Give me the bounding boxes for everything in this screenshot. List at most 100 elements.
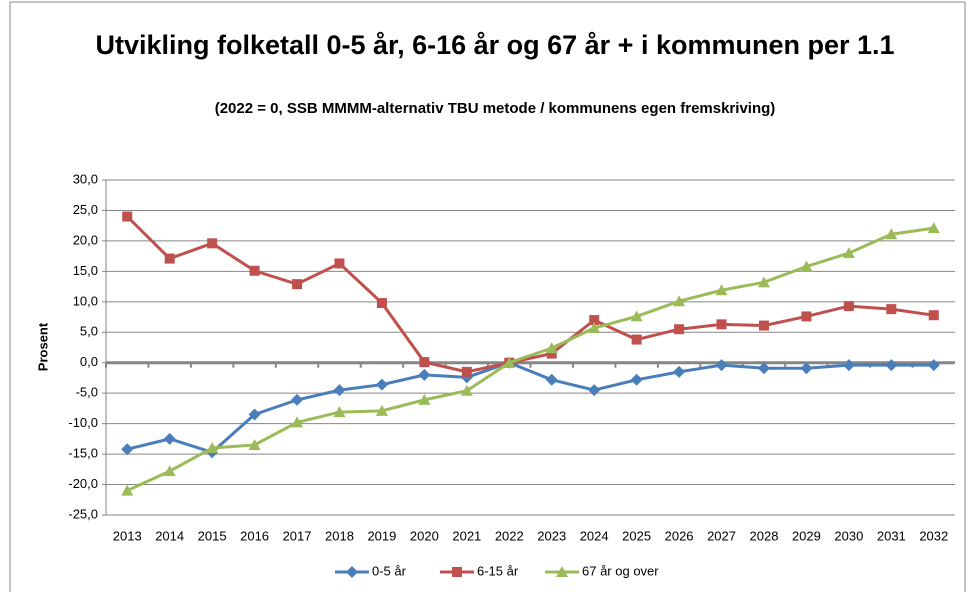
x-tick-label: 2018 xyxy=(325,528,354,543)
point-marker xyxy=(333,406,346,418)
point-marker xyxy=(375,378,388,391)
legend-marker xyxy=(346,566,358,578)
y-tick-label: 10,0 xyxy=(73,293,98,308)
y-tick-label: 15,0 xyxy=(73,263,98,278)
point-marker xyxy=(248,408,261,421)
point-marker xyxy=(460,384,473,396)
x-tick-label: 2028 xyxy=(750,528,779,543)
point-marker xyxy=(715,359,728,372)
point-marker xyxy=(630,310,643,322)
point-marker xyxy=(461,366,472,377)
legend-marker xyxy=(556,566,568,577)
point-marker xyxy=(631,334,642,345)
point-marker xyxy=(333,384,346,397)
point-marker xyxy=(248,438,261,450)
point-marker xyxy=(800,260,813,272)
point-marker xyxy=(885,228,898,240)
point-marker xyxy=(588,322,601,334)
chart-title: Utvikling folketall 0-5 år, 6-16 år og 6… xyxy=(95,30,895,60)
point-marker xyxy=(588,384,601,397)
point-marker xyxy=(716,319,727,330)
x-tick-label: 2023 xyxy=(537,528,566,543)
series-line xyxy=(126,215,934,374)
point-marker xyxy=(842,247,855,259)
point-marker xyxy=(757,362,770,375)
x-tick-label: 2031 xyxy=(877,528,906,543)
point-marker xyxy=(928,310,939,321)
point-marker xyxy=(375,404,388,416)
x-tick-label: 2016 xyxy=(240,528,269,543)
point-marker xyxy=(842,359,855,372)
x-tick-label: 2015 xyxy=(198,528,227,543)
x-tick-label: 2013 xyxy=(113,528,142,543)
x-tick-label: 2022 xyxy=(495,528,524,543)
point-marker xyxy=(419,357,430,368)
x-tick-label: 2024 xyxy=(580,528,609,543)
legend-label: 67 år og over xyxy=(582,563,659,578)
y-tick-label: 30,0 xyxy=(73,171,98,186)
point-marker xyxy=(163,465,176,477)
y-axis-label: Prosent xyxy=(35,322,50,371)
x-tick-label: 2014 xyxy=(155,528,184,543)
x-tick-label: 2029 xyxy=(792,528,821,543)
y-tick-label: -5,0 xyxy=(76,385,98,400)
point-marker xyxy=(673,365,686,378)
series-line xyxy=(126,361,934,454)
point-marker xyxy=(843,301,854,312)
x-tick-label: 2019 xyxy=(367,528,396,543)
point-marker xyxy=(886,304,897,315)
series-line xyxy=(126,226,934,492)
x-tick-label: 2026 xyxy=(665,528,694,543)
point-marker xyxy=(801,311,812,322)
point-marker xyxy=(800,362,813,375)
legend-label: 6-15 år xyxy=(477,563,519,578)
point-marker xyxy=(207,238,218,249)
point-marker xyxy=(122,211,133,222)
x-tick-label: 2017 xyxy=(283,528,312,543)
x-tick-label: 2021 xyxy=(452,528,481,543)
y-tick-label: 25,0 xyxy=(73,202,98,217)
y-tick-label: 5,0 xyxy=(80,324,98,339)
point-marker xyxy=(546,348,557,359)
y-tick-label: -10,0 xyxy=(68,415,98,430)
point-marker xyxy=(163,432,176,445)
legend-marker xyxy=(452,567,462,577)
x-tick-label: 2020 xyxy=(410,528,439,543)
y-tick-label: -15,0 xyxy=(68,446,98,461)
point-marker xyxy=(927,222,940,234)
point-marker xyxy=(418,368,431,381)
y-tick-label: 20,0 xyxy=(73,232,98,247)
x-tick-label: 2025 xyxy=(622,528,651,543)
x-tick-label: 2032 xyxy=(919,528,948,543)
point-marker xyxy=(291,416,304,428)
point-marker xyxy=(164,253,175,264)
x-tick-label: 2030 xyxy=(834,528,863,543)
chart-frame xyxy=(9,1,966,592)
point-marker xyxy=(418,393,431,405)
chart-subtitle: (2022 = 0, SSB MMMM-alternativ TBU metod… xyxy=(214,100,776,117)
point-marker xyxy=(206,442,219,453)
point-marker xyxy=(121,484,134,496)
point-marker xyxy=(589,315,600,326)
legend-label: 0-5 år xyxy=(372,563,407,578)
point-marker xyxy=(630,373,643,386)
point-marker xyxy=(545,342,558,354)
point-marker xyxy=(545,373,558,386)
point-marker xyxy=(758,320,769,331)
y-tick-label: -20,0 xyxy=(68,476,98,491)
point-marker xyxy=(927,359,940,372)
point-marker xyxy=(121,443,134,456)
y-tick-label: -25,0 xyxy=(68,506,98,521)
point-marker xyxy=(757,276,770,288)
point-marker xyxy=(292,279,303,290)
point-marker xyxy=(715,284,728,296)
y-tick-label: 0,0 xyxy=(80,354,98,369)
point-marker xyxy=(674,324,685,335)
point-marker xyxy=(249,265,260,276)
point-marker xyxy=(673,295,686,307)
x-tick-label: 2027 xyxy=(707,528,736,543)
point-marker xyxy=(334,258,345,269)
point-marker xyxy=(376,298,387,309)
